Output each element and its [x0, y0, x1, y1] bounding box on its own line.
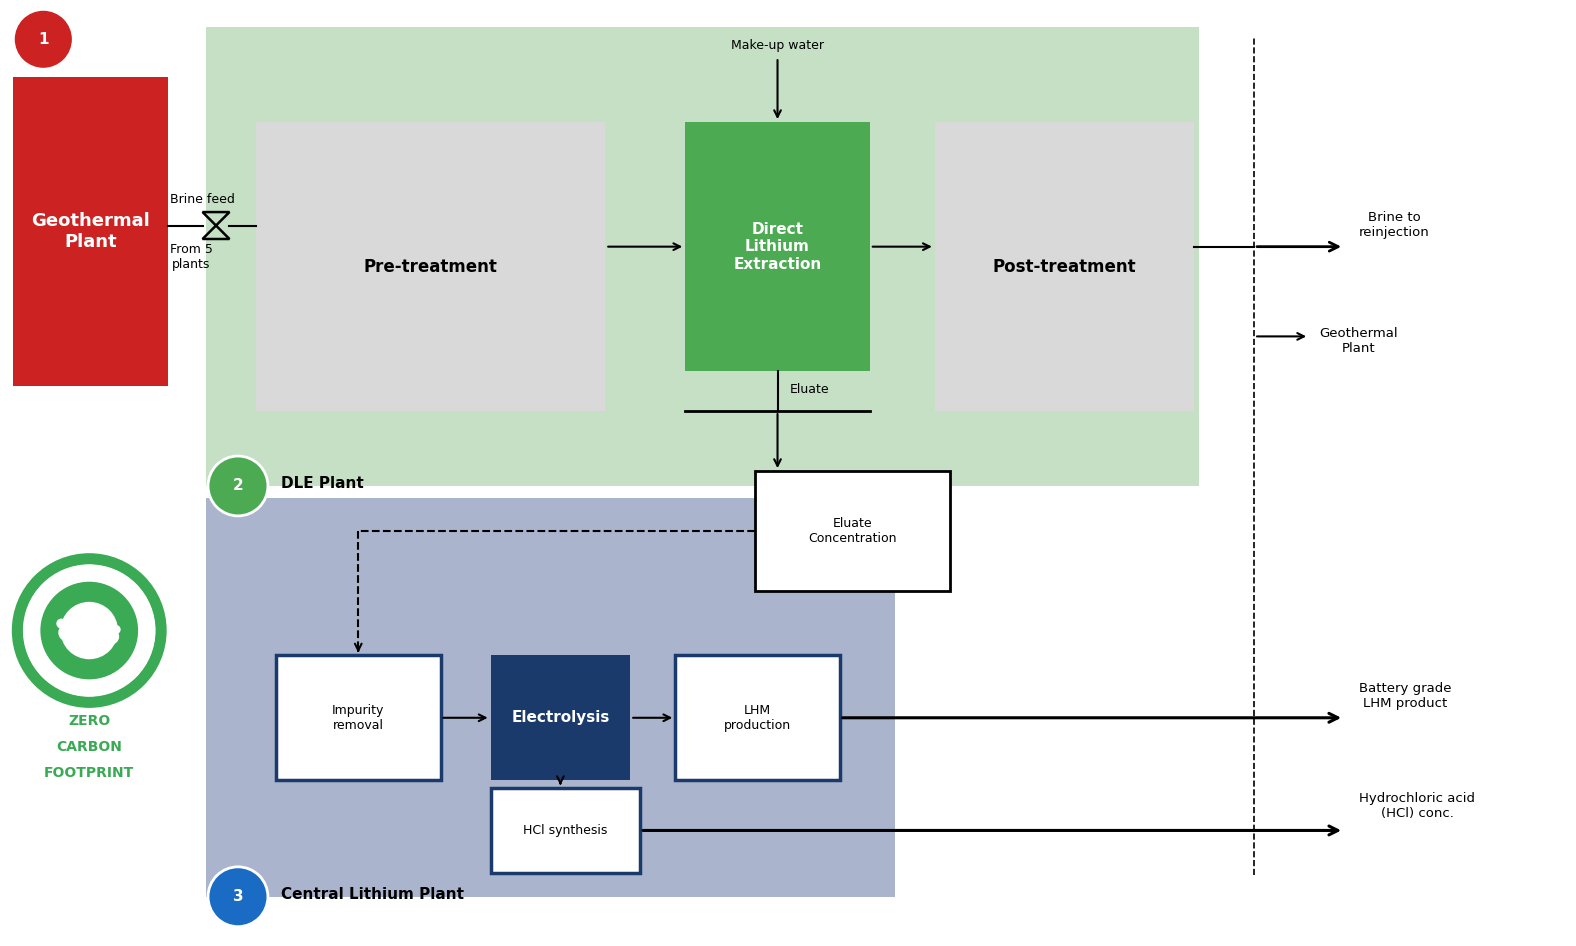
Text: Pre-treatment: Pre-treatment: [364, 257, 498, 275]
Circle shape: [69, 610, 93, 635]
Circle shape: [208, 456, 268, 516]
Text: LHM
production: LHM production: [723, 704, 791, 732]
Text: Eluate
Concentration: Eluate Concentration: [808, 517, 897, 545]
Circle shape: [60, 602, 118, 659]
Text: Make-up water: Make-up water: [731, 39, 824, 52]
Text: Geothermal
Plant: Geothermal Plant: [32, 212, 150, 251]
Circle shape: [93, 617, 113, 637]
Text: From 5
plants: From 5 plants: [170, 243, 213, 272]
Text: Central Lithium Plant: Central Lithium Plant: [281, 887, 463, 902]
Text: Battery grade
LHM product: Battery grade LHM product: [1359, 682, 1451, 710]
Circle shape: [57, 619, 66, 628]
Bar: [255, 122, 605, 412]
Circle shape: [13, 9, 72, 69]
Text: Eluate: Eluate: [790, 383, 829, 395]
Circle shape: [112, 625, 121, 634]
Bar: [13, 78, 169, 386]
Text: Impurity
removal: Impurity removal: [333, 704, 385, 732]
Circle shape: [106, 616, 115, 625]
Text: Electrolysis: Electrolysis: [511, 710, 610, 726]
Text: Direct
Lithium
Extraction: Direct Lithium Extraction: [733, 221, 821, 272]
Text: Hydrochloric acid
(HCl) conc.: Hydrochloric acid (HCl) conc.: [1359, 792, 1475, 819]
Bar: [755, 471, 950, 590]
Bar: [206, 27, 1199, 486]
Circle shape: [41, 582, 139, 679]
Text: Post-treatment: Post-treatment: [993, 257, 1136, 275]
Bar: [935, 122, 1195, 412]
Bar: [206, 498, 895, 897]
Bar: [276, 656, 441, 780]
Circle shape: [58, 623, 76, 641]
Bar: [490, 656, 630, 780]
Bar: [686, 122, 870, 371]
Text: 1: 1: [38, 32, 49, 46]
Text: CARBON: CARBON: [57, 740, 123, 754]
Bar: [675, 656, 840, 780]
Circle shape: [65, 613, 76, 622]
Text: 2: 2: [233, 479, 243, 494]
Text: Brine to
reinjection: Brine to reinjection: [1359, 211, 1429, 238]
Text: DLE Plant: DLE Plant: [281, 477, 364, 492]
Text: ZERO: ZERO: [68, 714, 110, 728]
Text: HCl synthesis: HCl synthesis: [523, 824, 608, 837]
Circle shape: [208, 867, 268, 927]
Text: FOOTPRINT: FOOTPRINT: [44, 766, 134, 780]
Bar: [490, 788, 640, 873]
Circle shape: [24, 565, 154, 696]
Text: 3: 3: [233, 889, 243, 904]
Circle shape: [102, 628, 120, 644]
Text: Geothermal
Plant: Geothermal Plant: [1319, 327, 1398, 356]
Text: Brine feed: Brine feed: [170, 193, 235, 205]
